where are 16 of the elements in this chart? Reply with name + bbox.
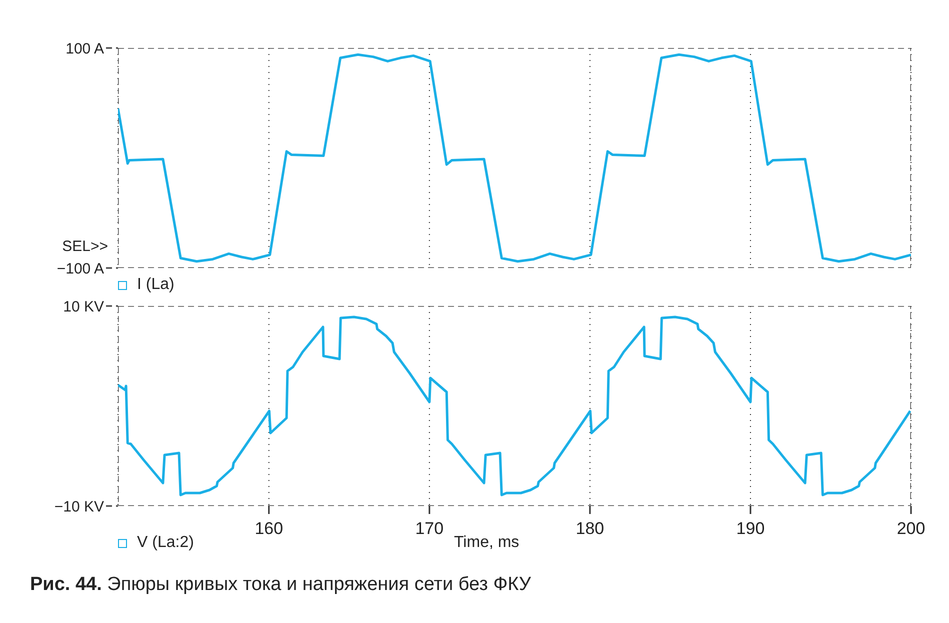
text: SEL>> <box>62 238 108 255</box>
y-tick-label: 100 A <box>66 40 104 58</box>
legend-label: I (La) <box>137 276 174 294</box>
x-tick-label: 160 <box>254 519 284 538</box>
line-series <box>118 316 911 496</box>
text: Рис. 44. Эпюры кривых тока и напряжения сети без ФКУ <box>30 574 531 595</box>
y-tick-label: −10 KV <box>54 498 104 516</box>
y-tick-label: −100 A <box>56 260 104 278</box>
y-tick-label: 10 KV <box>63 298 104 316</box>
x-tick-label: 170 <box>415 519 444 538</box>
legend-label: V (La:2) <box>137 534 194 552</box>
x-axis-title: Time, ms <box>454 534 520 552</box>
x-tick-label: 200 <box>896 519 926 538</box>
line-series <box>118 53 911 263</box>
x-tick-label: 190 <box>736 519 765 538</box>
x-tick-label: 180 <box>576 519 604 538</box>
